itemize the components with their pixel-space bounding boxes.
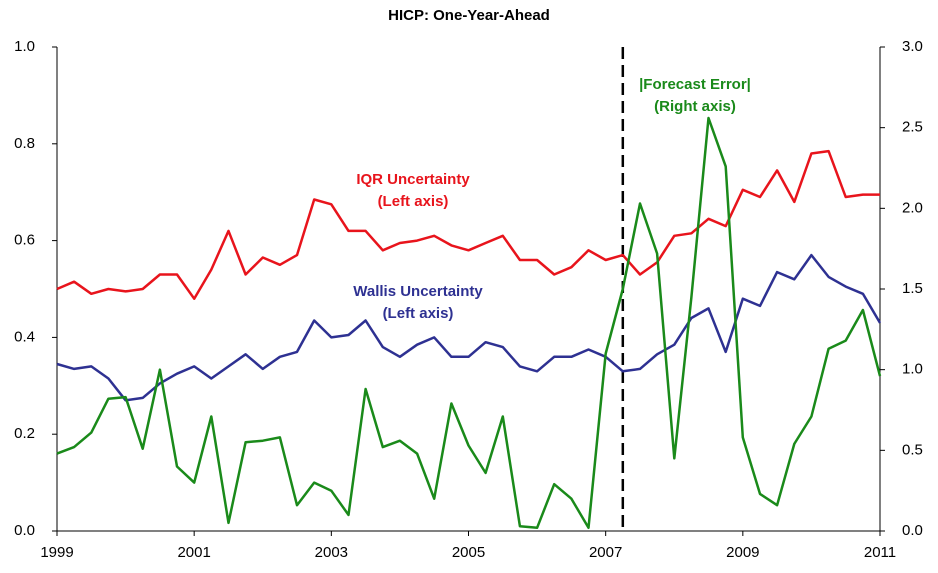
y-tick-label: 0.6 (14, 232, 35, 249)
series-line (56, 116, 882, 530)
x-tick-label: 2005 (452, 544, 485, 561)
x-tick-label: 2007 (589, 544, 622, 561)
y-tick-label: 1.0 (14, 38, 35, 55)
annotation: Wallis Uncertainty (353, 283, 483, 300)
y2-tick-label: 2.5 (902, 119, 923, 136)
annotation: (Left axis) (383, 305, 454, 322)
series-line (56, 253, 882, 402)
x-tick-label: 2001 (177, 544, 210, 561)
y2-tick-label: 2.0 (902, 199, 923, 216)
x-tick-label: 2011 (864, 544, 896, 561)
y2-tick-label: 3.0 (902, 38, 923, 55)
annotation: (Right axis) (654, 98, 736, 115)
y-tick-label: 0.4 (14, 328, 35, 345)
y2-tick-label: 0.5 (902, 441, 923, 458)
y2-tick-label: 1.0 (902, 361, 923, 378)
y-tick-label: 0.2 (14, 425, 35, 442)
annotation: |Forecast Error| (639, 76, 751, 93)
y2-tick-label: 1.5 (902, 280, 923, 297)
annotation: IQR Uncertainty (356, 171, 470, 188)
y2-tick-label: 0.0 (902, 522, 923, 539)
chart-title: HICP: One-Year-Ahead (388, 7, 550, 24)
series-line (56, 149, 880, 300)
x-tick-label: 2003 (315, 544, 348, 561)
annotation: (Left axis) (378, 193, 449, 210)
y-tick-label: 0.0 (14, 522, 35, 539)
y-tick-label: 0.8 (14, 135, 35, 152)
x-tick-label: 2009 (726, 544, 759, 561)
x-tick-label: 1999 (40, 544, 73, 561)
